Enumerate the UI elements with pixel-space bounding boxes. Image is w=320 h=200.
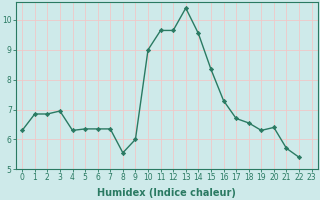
X-axis label: Humidex (Indice chaleur): Humidex (Indice chaleur) (98, 188, 236, 198)
